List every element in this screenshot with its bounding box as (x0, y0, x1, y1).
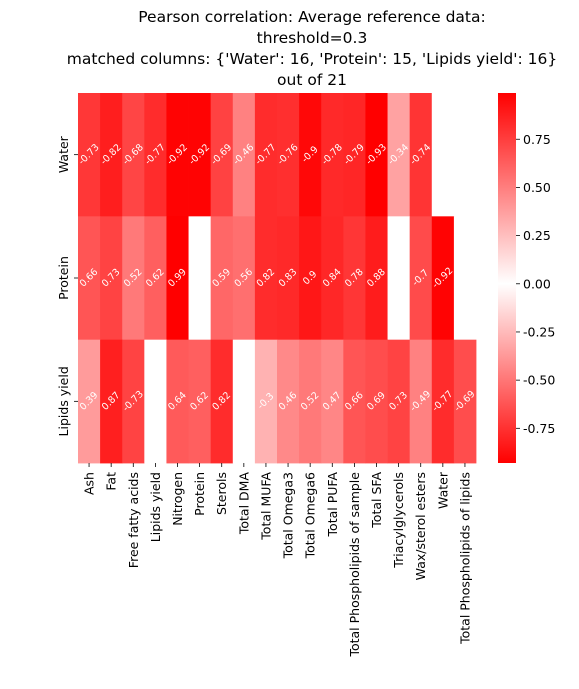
column-label: Total Omega6 (303, 472, 318, 559)
column-label: Ash (82, 472, 97, 495)
heatmap-cell (210, 339, 234, 464)
heatmap-cell (321, 339, 344, 464)
heatmap-cell (409, 93, 433, 217)
heatmap-cell (144, 339, 167, 464)
heatmap-cell (254, 339, 278, 464)
column-label: Total Phospholipids of lipids (457, 472, 472, 645)
column-label: Total MUFA (258, 472, 273, 541)
column-label: Free fatty acids (126, 472, 141, 568)
column-label: Total DMA (236, 472, 251, 536)
colorbar-tick-label: 0.00 (523, 276, 551, 291)
heatmap-cell (277, 339, 300, 464)
heatmap-cell (232, 216, 256, 341)
heatmap-cell (453, 339, 477, 464)
heatmap-cell (343, 339, 366, 464)
heatmap-cell (343, 216, 366, 341)
colorbar-tick-label: -0.25 (523, 324, 555, 339)
colorbar-tick-label: -0.50 (523, 373, 555, 388)
heatmap-cell (431, 216, 455, 341)
heatmap-cell (254, 93, 278, 217)
heatmap-cell (321, 216, 344, 341)
column-label: Total Phospholipids of sample (347, 472, 362, 658)
row-label: Protein (56, 256, 71, 300)
colorbar-gradient (498, 93, 516, 463)
heatmap-cell (100, 339, 123, 464)
row-label: Lipids yield (56, 366, 71, 436)
heatmap-cell (254, 216, 278, 341)
heatmap-cell (210, 216, 234, 341)
heatmap-cell (343, 93, 366, 217)
heatmap-cell (144, 216, 167, 341)
heatmap-cell (299, 216, 322, 341)
heatmap-cell (321, 93, 344, 217)
heatmap-cell (166, 339, 189, 464)
column-label: Total Omega3 (281, 472, 296, 559)
heatmap-cell (365, 93, 388, 217)
heatmap-cell (365, 339, 388, 464)
heatmap-cell (188, 216, 212, 341)
heatmap-cell (409, 339, 433, 464)
title-line: Pearson correlation: Average reference d… (138, 8, 485, 26)
heatmap-cell (387, 339, 411, 464)
row-label: Water (56, 135, 71, 173)
row-labels: Water Protein Lipids yield (56, 135, 78, 436)
chart-title: Pearson correlation: Average reference d… (67, 8, 557, 89)
column-label: Total SFA (369, 472, 384, 529)
title-line: matched columns: {'Water': 16, 'Protein'… (67, 50, 557, 68)
heatmap-cell (100, 216, 123, 341)
column-label: Nitrogen (170, 472, 185, 526)
column-label: Lipids yield (148, 472, 163, 542)
heatmap-cell (453, 93, 477, 217)
heatmap-cell (78, 339, 101, 464)
column-label: Total PUFA (325, 472, 340, 538)
heatmap-cell (166, 216, 189, 341)
heatmap-cell (78, 93, 101, 217)
heatmap-cell (188, 339, 212, 464)
heatmap-cell (387, 216, 411, 341)
heatmap-cell (122, 93, 145, 217)
heatmap-cell (453, 216, 477, 341)
column-labels: Ash Fat Free fatty acids Lipids yield Nitrog… (82, 463, 472, 658)
colorbar-tick-label: 0.50 (523, 180, 551, 195)
heatmap-cell (210, 93, 234, 217)
heatmap-cell (277, 216, 300, 341)
colorbar-tick-label: -0.75 (523, 421, 555, 436)
column-label: Protein (192, 472, 207, 516)
column-label: Triacylglycerols (391, 472, 406, 569)
column-label: Fat (104, 472, 119, 491)
heatmap-cell (122, 339, 145, 464)
column-label: Sterols (214, 472, 229, 515)
heatmap-cell (232, 93, 256, 217)
title-line: out of 21 (277, 71, 347, 89)
heatmap-cell (277, 93, 300, 217)
column-label: Water (435, 471, 450, 509)
heatmap-cell (409, 216, 433, 341)
heatmap-cell (100, 93, 123, 217)
heatmap-cell (166, 93, 189, 217)
heatmap-cell (78, 216, 101, 341)
heatmap-cell (431, 93, 455, 217)
heatmap-cell (144, 93, 167, 217)
heatmap-cell (365, 216, 388, 341)
heatmap-cell (431, 339, 455, 464)
heatmap-cells (78, 93, 477, 464)
colorbar: 0.75 0.50 0.25 0.00 -0.25 -0.50 -0.75 (498, 93, 555, 463)
heatmap-cell (387, 93, 411, 217)
colorbar-tick-label: 0.25 (523, 228, 551, 243)
title-line: threshold=0.3 (257, 29, 368, 47)
colorbar-tick-label: 0.75 (523, 132, 551, 147)
heatmap-cell (122, 216, 145, 341)
heatmap-cell (299, 339, 322, 464)
column-label: Wax/sterol esters (413, 472, 428, 580)
heatmap-cell (299, 93, 322, 217)
heatmap-cell (188, 93, 212, 217)
heatmap-cell (232, 339, 256, 464)
